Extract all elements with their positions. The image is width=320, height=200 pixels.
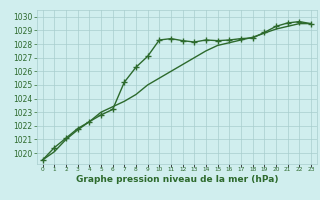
X-axis label: Graphe pression niveau de la mer (hPa): Graphe pression niveau de la mer (hPa) — [76, 175, 278, 184]
